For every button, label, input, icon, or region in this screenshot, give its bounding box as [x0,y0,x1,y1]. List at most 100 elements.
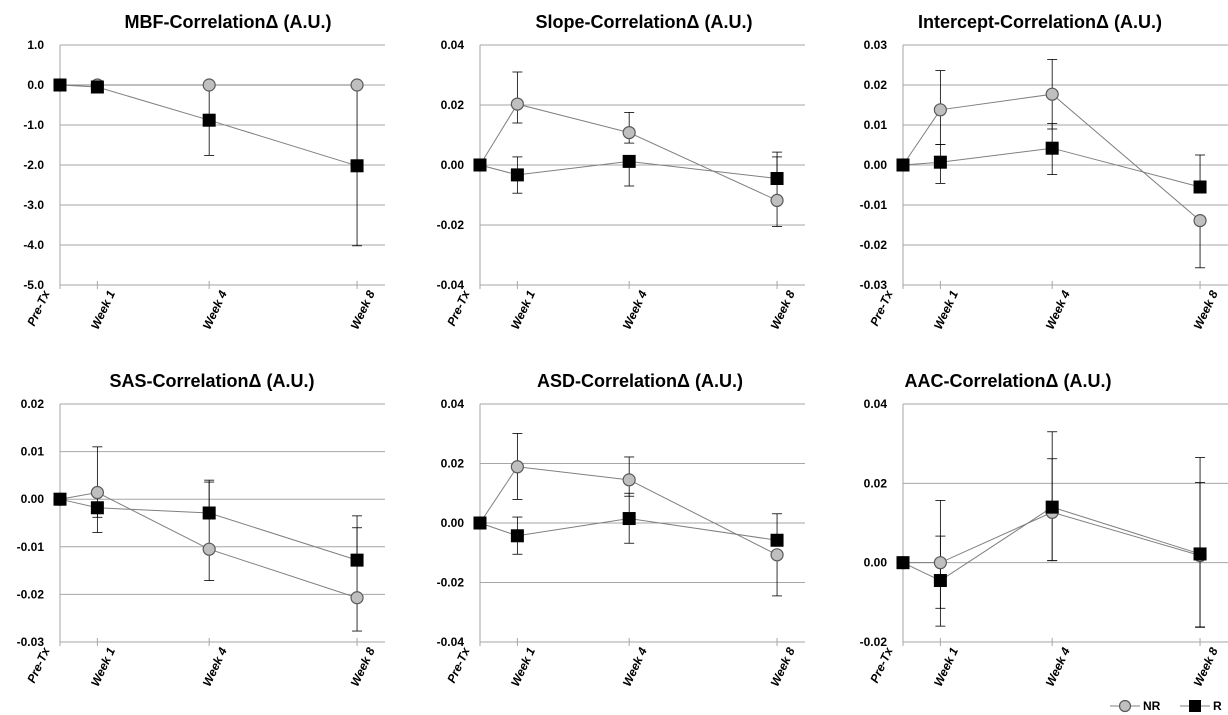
y-tick-label: 0.00 [864,556,888,570]
y-tick-label: -0.03 [860,278,888,292]
y-tick-label: 0.00 [864,158,888,172]
y-tick-label: -0.01 [860,198,888,212]
y-tick-label: -0.01 [17,540,45,554]
data-point-nr [622,126,636,140]
data-point-nr [202,542,216,556]
data-point-nr [933,556,947,570]
legend-label-r: R [1213,699,1222,713]
y-tick-label: 0.02 [21,397,45,411]
series-line-nr [902,93,1201,221]
legend: NR R [1110,699,1222,713]
chart-panel-1: MBF-CorrelationΔ (A.U.) 1.0 0.0 -1.0 -2.0 -3.… [23,12,385,332]
y-tick-label: 0.02 [864,476,888,490]
y-tick-label: 0.00 [441,516,465,530]
y-tick-label: -0.02 [860,238,888,252]
data-point-nr [350,591,364,605]
data-point-nr [1045,87,1059,101]
data-point-r [510,168,524,182]
series-line-r [902,506,1201,582]
x-tick-label: Week 4 [200,288,230,331]
data-point-r [622,154,636,168]
y-tick-label: 0.04 [441,38,465,52]
x-tick-label: Week 8 [348,288,378,331]
data-point-r [350,553,364,567]
y-tick-label: 0.02 [864,78,888,92]
x-tick-label: Pre-Tx [867,644,896,685]
x-tick-label: Week 1 [88,288,118,331]
y-tick-label: -0.02 [17,587,45,601]
data-point-r [53,492,67,506]
series-line-r [479,518,778,541]
data-point-nr [933,103,947,117]
data-point-nr [510,460,524,474]
chart-title: AAC-CorrelationΔ (A.U.) [905,371,1112,391]
data-point-r [1045,500,1059,514]
y-tick-label: 0.01 [21,445,45,459]
chart-title: MBF-CorrelationΔ (A.U.) [125,12,332,32]
chart-title: Slope-CorrelationΔ (A.U.) [536,12,753,32]
series-line-r [479,160,778,179]
series-line-r [902,147,1201,188]
x-tick-label: Week 8 [1191,645,1221,688]
x-tick-label: Week 8 [768,645,798,688]
y-tick-label: 0.0 [27,78,44,92]
y-tick-label: -5.0 [23,278,44,292]
y-tick-label: 0.02 [441,457,465,471]
y-tick-label: -2.0 [23,158,44,172]
series-line-r [59,498,358,561]
x-tick-label: Week 1 [931,645,961,688]
x-tick-label: Week 4 [1043,288,1073,331]
data-point-r [90,501,104,515]
y-tick-label: 0.01 [864,118,888,132]
data-point-r [1045,141,1059,155]
data-point-nr [202,78,216,92]
x-tick-label: Week 4 [1043,645,1073,688]
x-tick-label: Week 4 [620,288,650,331]
y-tick-label: 0.03 [864,38,888,52]
data-point-nr [1193,214,1207,228]
x-tick-label: Week 8 [348,645,378,688]
data-point-nr [622,473,636,487]
x-tick-label: Pre-Tx [24,287,53,328]
x-tick-label: Pre-Tx [444,644,473,685]
y-tick-label: 1.0 [27,38,44,52]
y-tick-label: -0.04 [437,278,465,292]
data-point-r [933,574,947,588]
chart-panel-5: ASD-CorrelationΔ (A.U.) 0.04 0.02 0.00 -0.02… [437,371,805,689]
x-tick-label: Week 4 [200,645,230,688]
data-point-r [510,529,524,543]
y-tick-label: 0.02 [441,98,465,112]
x-tick-label: Week 8 [1191,288,1221,331]
data-point-nr [770,193,784,207]
legend-marker-nr [1118,699,1132,713]
chart-title: SAS-CorrelationΔ (A.U.) [110,371,315,391]
x-tick-label: Week 1 [508,288,538,331]
data-point-r [1193,547,1207,561]
data-point-r [473,516,487,530]
y-tick-label: -4.0 [23,238,44,252]
chart-panel-2: Slope-CorrelationΔ (A.U.) 0.04 0.02 0.00 -0.… [437,12,805,332]
data-point-r [202,113,216,127]
chart-panel-6: AAC-CorrelationΔ (A.U.) 0.04 0.02 0.00 -0.02… [860,371,1228,689]
x-tick-label: Pre-Tx [444,287,473,328]
series-line-nr [479,466,778,556]
y-tick-label: -3.0 [23,198,44,212]
chart-title: ASD-CorrelationΔ (A.U.) [537,371,743,391]
y-tick-label: 0.04 [441,397,465,411]
chart-panel-4: SAS-CorrelationΔ (A.U.) 0.02 0.01 0.00 -0.01… [17,371,385,689]
x-tick-label: Week 1 [931,288,961,331]
data-point-r [90,80,104,94]
y-tick-label: -0.02 [437,218,465,232]
data-point-r [622,512,636,526]
x-tick-label: Week 8 [768,288,798,331]
series-line-nr [903,511,1201,564]
x-tick-label: Pre-Tx [24,644,53,685]
data-point-r [473,158,487,172]
y-tick-label: 0.00 [441,158,465,172]
legend-marker-r [1189,700,1201,712]
data-point-r [53,78,67,92]
legend-label-nr: NR [1143,699,1161,713]
y-tick-label: -1.0 [23,118,44,132]
chart-panel-3: Intercept-CorrelationΔ (A.U.) 0.03 0.02 0.0… [860,12,1228,332]
x-tick-label: Week 4 [620,645,650,688]
